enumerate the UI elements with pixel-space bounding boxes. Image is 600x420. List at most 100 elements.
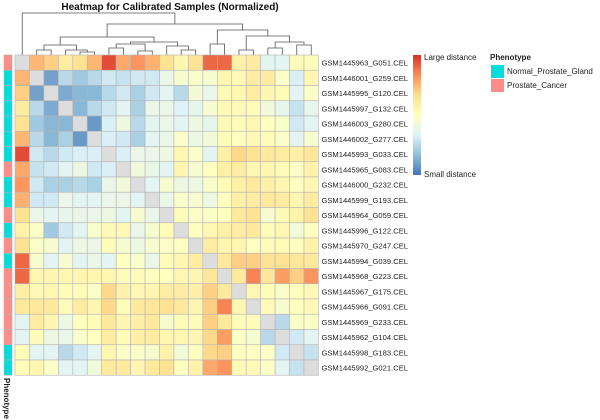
heatmap-cell [58, 237, 74, 254]
heatmap-cell [173, 54, 189, 71]
heatmap-cell [14, 283, 30, 300]
heatmap-cell [202, 222, 218, 239]
row-label: GSM1445970_G247.CEL [321, 242, 408, 251]
heatmap-cell [130, 161, 146, 178]
heatmap-cell [72, 100, 88, 117]
heatmap-cell [217, 130, 233, 147]
heatmap-cell [101, 69, 117, 86]
heatmap-cell [202, 237, 218, 254]
heatmap-cell [14, 146, 30, 163]
heatmap-cell [58, 85, 74, 102]
heatmap-cell [14, 268, 30, 285]
heatmap-cell [130, 69, 146, 86]
row-label: GSM1445993_G033.CEL [321, 150, 408, 159]
heatmap-cell [173, 69, 189, 86]
heatmap-cell [274, 344, 290, 361]
heatmap-cell [260, 207, 276, 224]
heatmap-cell [86, 85, 102, 102]
heatmap-cell [188, 161, 204, 178]
heatmap-cell [303, 54, 319, 71]
heatmap-cell [14, 222, 30, 239]
heatmap-cell [14, 100, 30, 117]
heatmap-cell [86, 329, 102, 346]
colorbar [413, 55, 421, 175]
heatmap-cell [217, 85, 233, 102]
heatmap-cell [202, 176, 218, 193]
phenotype-annotation-cell [3, 207, 13, 224]
heatmap-cell [58, 222, 74, 239]
legend-title: Phenotype [490, 53, 531, 62]
heatmap-cell [188, 85, 204, 102]
heatmap-cell [159, 69, 175, 86]
heatmap-cell [159, 85, 175, 102]
phenotype-annotation-cell [3, 176, 13, 193]
heatmap-cell [43, 191, 59, 208]
heatmap-cell [14, 329, 30, 346]
heatmap-cell [231, 207, 247, 224]
heatmap-cell [115, 222, 131, 239]
heatmap-cell [14, 115, 30, 132]
heatmap-cell [29, 207, 45, 224]
row-label: GSM1446002_G277.CEL [321, 135, 408, 144]
heatmap-cell [245, 252, 261, 269]
heatmap-cell [130, 359, 146, 376]
heatmap-cell [188, 237, 204, 254]
heatmap-cell [58, 359, 74, 376]
heatmap-cell [14, 191, 30, 208]
phenotype-annotation-cell [3, 69, 13, 86]
heatmap-cell [72, 161, 88, 178]
heatmap-cell [144, 54, 160, 71]
heatmap-cell [303, 313, 319, 330]
heatmap-cell [29, 115, 45, 132]
heatmap-cell [231, 237, 247, 254]
heatmap-cell [101, 54, 117, 71]
heatmap-cell [72, 237, 88, 254]
heatmap-cell [58, 313, 74, 330]
heatmap-cell [72, 283, 88, 300]
heatmap-cell [274, 222, 290, 239]
heatmap-cell [245, 329, 261, 346]
heatmap-cell [274, 237, 290, 254]
phenotype-annotation-cell [3, 359, 13, 376]
heatmap-cell [303, 115, 319, 132]
legend-swatch-cancer [491, 79, 504, 92]
heatmap-cell [86, 69, 102, 86]
phenotype-annotation-cell [3, 85, 13, 102]
heatmap-cell [289, 191, 305, 208]
heatmap-cell [274, 69, 290, 86]
heatmap-cell [245, 298, 261, 315]
heatmap-cell [115, 207, 131, 224]
row-label: GSM1446001_G259.CEL [321, 74, 408, 83]
heatmap-cell [72, 130, 88, 147]
row-label: GSM1445963_G051.CEL [321, 59, 408, 68]
heatmap-cell [303, 268, 319, 285]
heatmap-cell [101, 283, 117, 300]
heatmap-cell [245, 115, 261, 132]
heatmap-cell [43, 54, 59, 71]
heatmap-cell [245, 146, 261, 163]
heatmap-cell [14, 54, 30, 71]
heatmap-cell [115, 237, 131, 254]
heatmap-cell [130, 54, 146, 71]
heatmap-cell [289, 283, 305, 300]
heatmap-cell [303, 237, 319, 254]
dendrogram-branch [137, 50, 153, 55]
heatmap-cell [231, 268, 247, 285]
heatmap-cell [101, 100, 117, 117]
heatmap-cell [231, 329, 247, 346]
heatmap-cell [159, 100, 175, 117]
heatmap-cell [29, 222, 45, 239]
heatmap-cell [29, 54, 45, 71]
heatmap-cell [231, 130, 247, 147]
heatmap-cell [29, 146, 45, 163]
heatmap-cell [188, 146, 204, 163]
heatmap-cell [260, 176, 276, 193]
heatmap-cell [303, 161, 319, 178]
heatmap-cell [188, 329, 204, 346]
heatmap-cell [72, 329, 88, 346]
chart-title: Heatmap for Calibrated Samples (Normaliz… [61, 2, 279, 13]
heatmap-cell [58, 176, 74, 193]
heatmap-cell [289, 313, 305, 330]
heatmap-cell [260, 161, 276, 178]
heatmap-cell [159, 359, 175, 376]
